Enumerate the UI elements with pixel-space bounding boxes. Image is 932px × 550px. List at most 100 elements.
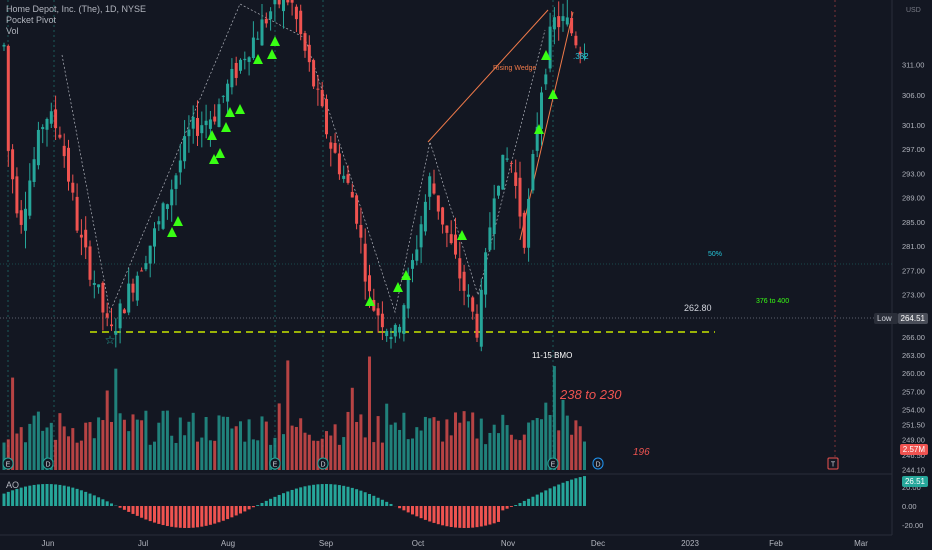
candle-body (583, 55, 586, 58)
price-tick-label: 249.00 (902, 436, 925, 445)
volume-bar (157, 422, 161, 470)
candle-body (570, 18, 574, 34)
ao-bar (36, 484, 40, 506)
volume-bar (307, 434, 311, 470)
volume-bar (337, 444, 341, 470)
candle-body (475, 313, 479, 338)
pocket-pivot-triangle-icon (365, 296, 375, 306)
volume-bar (183, 435, 187, 470)
ao-bar (161, 506, 165, 526)
pocket-pivot-triangle-icon (270, 36, 280, 46)
trend-lines (0, 3, 892, 333)
candle-body (131, 283, 135, 293)
volume-bar (531, 420, 535, 470)
ao-bar (484, 506, 488, 526)
ao-bar (282, 493, 285, 506)
volume-bar (208, 440, 212, 470)
ao-bar (570, 479, 574, 506)
ao-bar (501, 506, 505, 511)
ao-tick-label: 20.00 (902, 483, 921, 492)
volume-bar (200, 437, 204, 470)
ao-bar (204, 506, 208, 526)
event-marker-icon (592, 457, 604, 470)
ao-bar (49, 484, 53, 506)
price-tick-label: 257.00 (902, 387, 925, 396)
volume-bar (269, 444, 273, 470)
candle-body (264, 18, 268, 24)
candle-body (230, 68, 234, 88)
wedge-upper (427, 9, 549, 143)
candle-body (432, 183, 436, 194)
ao-bar (574, 478, 578, 506)
volume-bar (527, 422, 531, 470)
candle-body (286, 0, 290, 3)
pocket-pivot-triangle-icon (534, 124, 544, 134)
volume-bar (144, 410, 148, 470)
volume-bar (6, 439, 10, 470)
candle-body (196, 117, 199, 136)
candle-body (535, 126, 539, 151)
ao-bar (565, 481, 569, 506)
ao-bar (389, 503, 393, 506)
ao-indicator-pane (2, 476, 586, 528)
ao-bar (492, 506, 496, 524)
candle-body (346, 174, 350, 183)
time-tick-label: Jun (42, 539, 55, 548)
candle-body (445, 225, 449, 233)
volume-bar (501, 414, 505, 470)
volume-bar (497, 433, 500, 470)
volume-bar (552, 366, 556, 470)
volume-bar (11, 377, 15, 470)
volume-bar (325, 431, 328, 470)
volume-bar (402, 412, 406, 470)
price-tick-label: 244.10 (902, 465, 925, 474)
volume-bar (226, 416, 230, 470)
price-tick-label: 273.00 (902, 290, 925, 299)
volume-bar (423, 416, 427, 470)
candle-body (509, 162, 513, 164)
indicator-volume: Vol (6, 26, 19, 36)
volume-bar (466, 421, 470, 470)
volume-bar (363, 437, 367, 470)
volume-bar (368, 356, 371, 470)
volume-bar (419, 430, 423, 470)
event-marker-letter: E (273, 462, 278, 469)
ao-bar (333, 484, 337, 506)
volume-bar (471, 412, 475, 470)
volume-bar (458, 422, 462, 470)
volume-bar (342, 437, 346, 470)
candle-body (441, 207, 445, 225)
ao-tick-label: -20.00 (902, 521, 923, 530)
pocket-pivot-triangle-icon (207, 130, 217, 140)
ao-bar (406, 506, 410, 513)
chart-legend: Home Depot, Inc. (The), 1D, NYSE Pocket … (6, 4, 146, 37)
price-tick-label: 289.00 (902, 194, 925, 203)
ao-bar (583, 476, 586, 506)
ao-bar (286, 491, 290, 506)
ao-bar (217, 506, 221, 523)
ao-bar (135, 506, 139, 516)
candle-body (54, 109, 58, 129)
volume-bar (260, 416, 264, 470)
volume-bar (479, 418, 483, 470)
candle-body (282, 0, 285, 12)
ao-bar (144, 506, 148, 520)
ao-bar (28, 485, 32, 506)
candle-body (32, 159, 36, 182)
ao-bar (316, 484, 320, 506)
volume-bar (273, 437, 277, 470)
candle-body (402, 305, 406, 334)
candle-body (290, 0, 294, 3)
ao-bar (213, 506, 217, 524)
pocket-pivot-triangle-icon (215, 148, 225, 158)
candle-body (170, 189, 174, 206)
volume-bar (75, 442, 79, 470)
ao-bar (385, 501, 389, 506)
ao-bar (402, 506, 406, 511)
time-tick-label: Feb (769, 539, 783, 548)
candle-body (153, 228, 156, 247)
ao-bar (419, 506, 423, 519)
volume-bar (505, 425, 509, 470)
volume-bar (449, 435, 453, 470)
